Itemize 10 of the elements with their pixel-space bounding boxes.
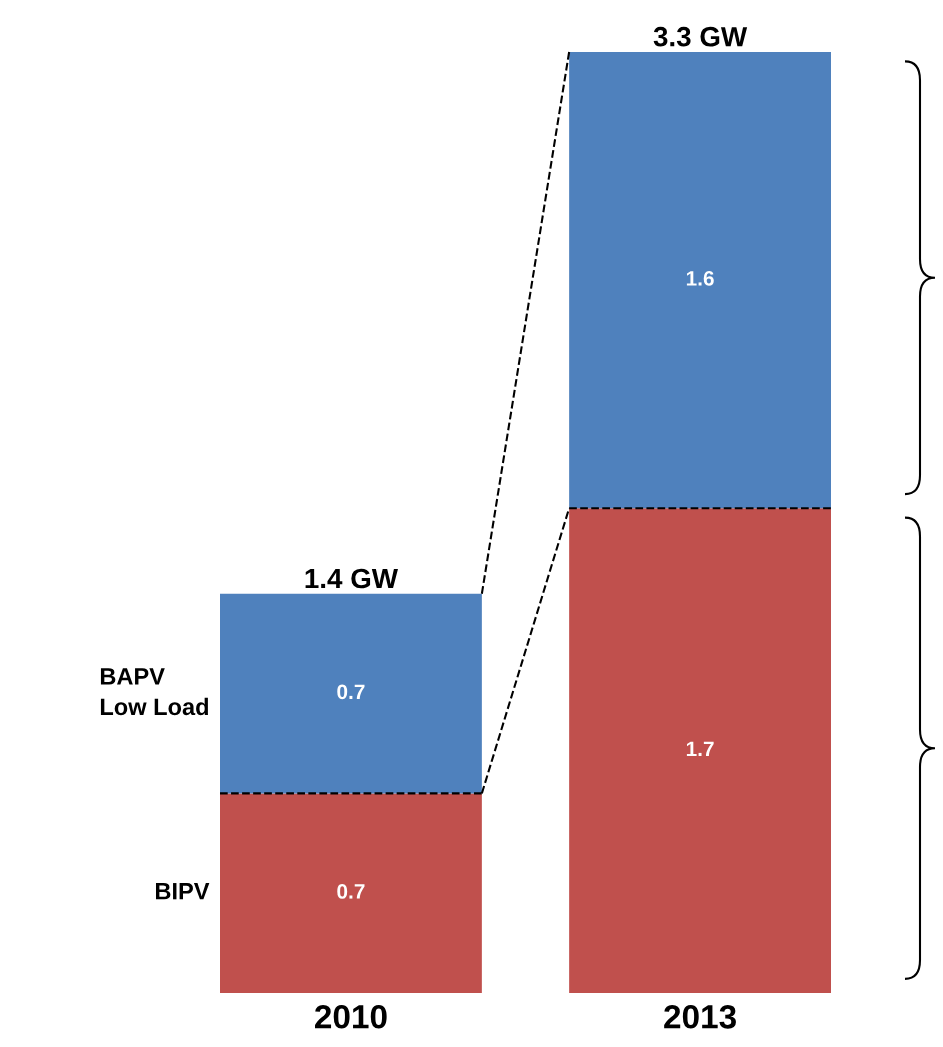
series-label: BAPV Low Load xyxy=(100,668,208,716)
data-label: 0.7 xyxy=(337,884,365,899)
data-label: 1.7 xyxy=(686,741,714,757)
total-label: 1.4 GW xyxy=(305,568,398,589)
data-label: 1.6 xyxy=(686,270,714,286)
x-tick-label: 2010 xyxy=(315,1004,387,1029)
series-label: BIPV xyxy=(155,883,210,900)
total-label: 3.3 GW xyxy=(653,26,748,47)
data-label: 0.7 xyxy=(337,684,365,700)
x-tick-label: 2013 xyxy=(664,1004,736,1029)
